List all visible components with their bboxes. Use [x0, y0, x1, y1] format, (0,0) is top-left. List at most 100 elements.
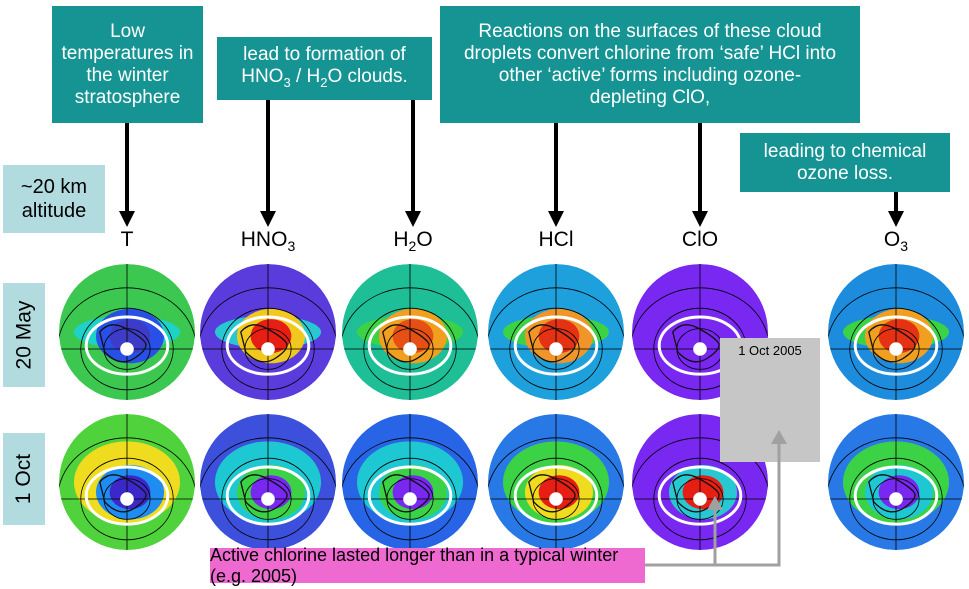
pole-marker	[693, 342, 707, 356]
ozone-loss-text: leading to chemical ozone loss.	[763, 140, 927, 184]
vortex-core	[109, 319, 151, 354]
vortex-edge-contour	[853, 315, 939, 376]
column-label-hcl: HCl	[506, 228, 606, 252]
map-globe	[59, 414, 195, 550]
antarctica-coastline	[868, 474, 916, 513]
vortex-core	[392, 319, 434, 354]
antarctica-coastline	[528, 324, 576, 363]
clouds-text: lead to formation of HNO3 / H2O clouds.	[241, 44, 408, 94]
map-globe	[342, 264, 478, 400]
active-chlorine-text: Active chlorine lasted longer than in a …	[210, 544, 619, 586]
inset-2005: 1 Oct 2005	[720, 338, 820, 462]
column-label-h2o: H2O	[363, 228, 463, 254]
antarctica-coastline	[868, 324, 916, 363]
globe-content	[488, 414, 624, 550]
antarctica-coastline	[240, 474, 288, 513]
label-main: HNO	[240, 228, 288, 251]
reactions-text: Reactions on the surfaces of these cloud…	[463, 20, 837, 108]
globe-content	[342, 414, 478, 550]
pole-marker	[120, 342, 134, 356]
label-post: O	[416, 228, 433, 251]
map-globe	[828, 264, 964, 400]
map-globe	[59, 264, 195, 400]
globe-content	[828, 264, 964, 400]
vortex-edge-contour	[367, 315, 453, 376]
map-globe	[342, 414, 478, 550]
label-main: ClO	[681, 228, 719, 251]
active-chlorine-note: Active chlorine lasted longer than in a …	[210, 545, 645, 586]
connector-arrowhead	[707, 496, 723, 510]
label-main: HCl	[538, 228, 574, 251]
clouds-line1: lead to formation of	[243, 43, 406, 65]
antarctica-coastline	[672, 474, 720, 513]
column-label-hno3: HNO3	[218, 228, 318, 254]
pole-marker	[889, 492, 903, 506]
altitude-text: ~20 km altitude	[20, 176, 88, 222]
clouds-box: lead to formation of HNO3 / H2O clouds.	[217, 37, 432, 100]
vortex-core	[878, 319, 920, 354]
temperature-box: Low temperatures in the winter stratosph…	[52, 6, 203, 123]
label-sub: 2	[408, 238, 417, 255]
label-sub: 3	[900, 238, 909, 255]
column-label-clo: ClO	[650, 228, 750, 252]
globe-content	[59, 264, 195, 400]
column-label-t: T	[77, 228, 177, 252]
pole-marker	[693, 492, 707, 506]
label-sub: 3	[287, 238, 296, 255]
label-main: O	[883, 228, 901, 251]
map-globe	[828, 414, 964, 550]
map-globe	[200, 414, 336, 550]
temperature-text: Low temperatures in the winter stratosph…	[61, 20, 194, 108]
vortex-core	[392, 475, 434, 510]
altitude-label: ~20 km altitude	[3, 165, 105, 233]
inset-label: 1 Oct 2005	[738, 343, 802, 358]
pole-marker	[403, 342, 417, 356]
globe-content	[200, 414, 336, 550]
antarctica-coastline	[672, 324, 720, 363]
vortex-edge-contour	[513, 465, 599, 526]
vortex-edge-contour	[367, 465, 453, 526]
vortex-core	[878, 475, 920, 510]
globe-content	[342, 264, 478, 400]
pole-marker	[261, 492, 275, 506]
vortex-edge-contour	[225, 465, 311, 526]
connector-arrowhead	[771, 430, 787, 444]
clouds-mid: / H	[290, 65, 321, 87]
label-main: H	[393, 228, 409, 251]
pole-marker	[889, 342, 903, 356]
vortex-core	[538, 475, 580, 510]
pole-marker	[261, 342, 275, 356]
vortex-core	[538, 319, 580, 354]
vortex-core	[682, 319, 724, 354]
column-label-o3: O3	[846, 228, 946, 254]
map-globe	[488, 264, 624, 400]
row-label-20-may: 20 May	[3, 283, 45, 387]
reactions-box: Reactions on the surfaces of these cloud…	[440, 6, 860, 123]
map-globe	[200, 264, 336, 400]
vortex-edge-contour	[657, 465, 743, 526]
map-globe	[488, 414, 624, 550]
vortex-edge-contour	[84, 465, 170, 526]
connector-line-inset	[645, 440, 781, 567]
antarctica-coastline	[240, 324, 288, 363]
clouds-sub3: 3	[283, 74, 291, 90]
antarctica-coastline	[99, 324, 147, 363]
vortex-core	[109, 475, 151, 510]
antarctica-coastline	[528, 474, 576, 513]
pole-marker	[120, 492, 134, 506]
row-label-1-oct: 1 Oct	[3, 433, 45, 525]
antarctica-coastline	[382, 324, 430, 363]
vortex-edge-contour	[225, 315, 311, 376]
vortex-core	[250, 319, 292, 354]
clouds-sub2: 2	[320, 74, 328, 90]
globe-content	[828, 414, 964, 550]
ozone-loss-box: leading to chemical ozone loss.	[740, 133, 950, 192]
vortex-edge-contour	[84, 315, 170, 376]
clouds-post: O clouds.	[327, 65, 408, 87]
globe-content	[59, 414, 195, 550]
pole-marker	[549, 492, 563, 506]
vortex-core	[250, 475, 292, 510]
vortex-edge-contour	[853, 465, 939, 526]
